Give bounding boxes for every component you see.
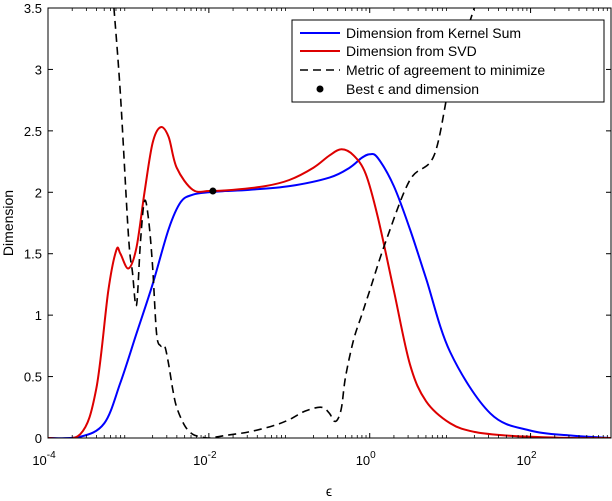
axes-box xyxy=(47,7,612,439)
y-axis-label: Dimension xyxy=(0,190,16,256)
legend: Dimension from Kernel Sum Dimension from… xyxy=(291,19,605,103)
x-tick-label: 10-4 xyxy=(32,450,56,468)
legend-swatch-best xyxy=(316,85,324,93)
x-tick-label: 102 xyxy=(517,450,537,468)
series-svd xyxy=(48,126,611,438)
series-metric xyxy=(113,8,476,438)
best-point-marker xyxy=(209,187,217,195)
legend-label-svd: Dimension from SVD xyxy=(346,43,477,59)
x-tick-label: 10-2 xyxy=(193,450,217,468)
legend-box xyxy=(291,19,605,103)
legend-label-kernel-sum: Dimension from Kernel Sum xyxy=(346,25,521,41)
y-tick-label: 2.5 xyxy=(24,124,42,139)
y-tick-label: 0 xyxy=(35,431,42,446)
x-axis-label: ϵ xyxy=(326,483,332,499)
y-tick-label: 3 xyxy=(35,62,42,77)
y-tick-label: 1.5 xyxy=(24,247,42,262)
x-tick-label: 100 xyxy=(356,450,376,468)
legend-label-best: Best ϵ and dimension xyxy=(346,81,479,97)
y-tick-label: 0.5 xyxy=(24,370,42,385)
series-kernel-sum xyxy=(48,152,611,438)
y-tick-label: 2 xyxy=(35,185,42,200)
y-tick-label: 3.5 xyxy=(24,1,42,16)
legend-label-metric: Metric of agreement to minimize xyxy=(346,62,545,78)
y-tick-label: 1 xyxy=(35,308,42,323)
